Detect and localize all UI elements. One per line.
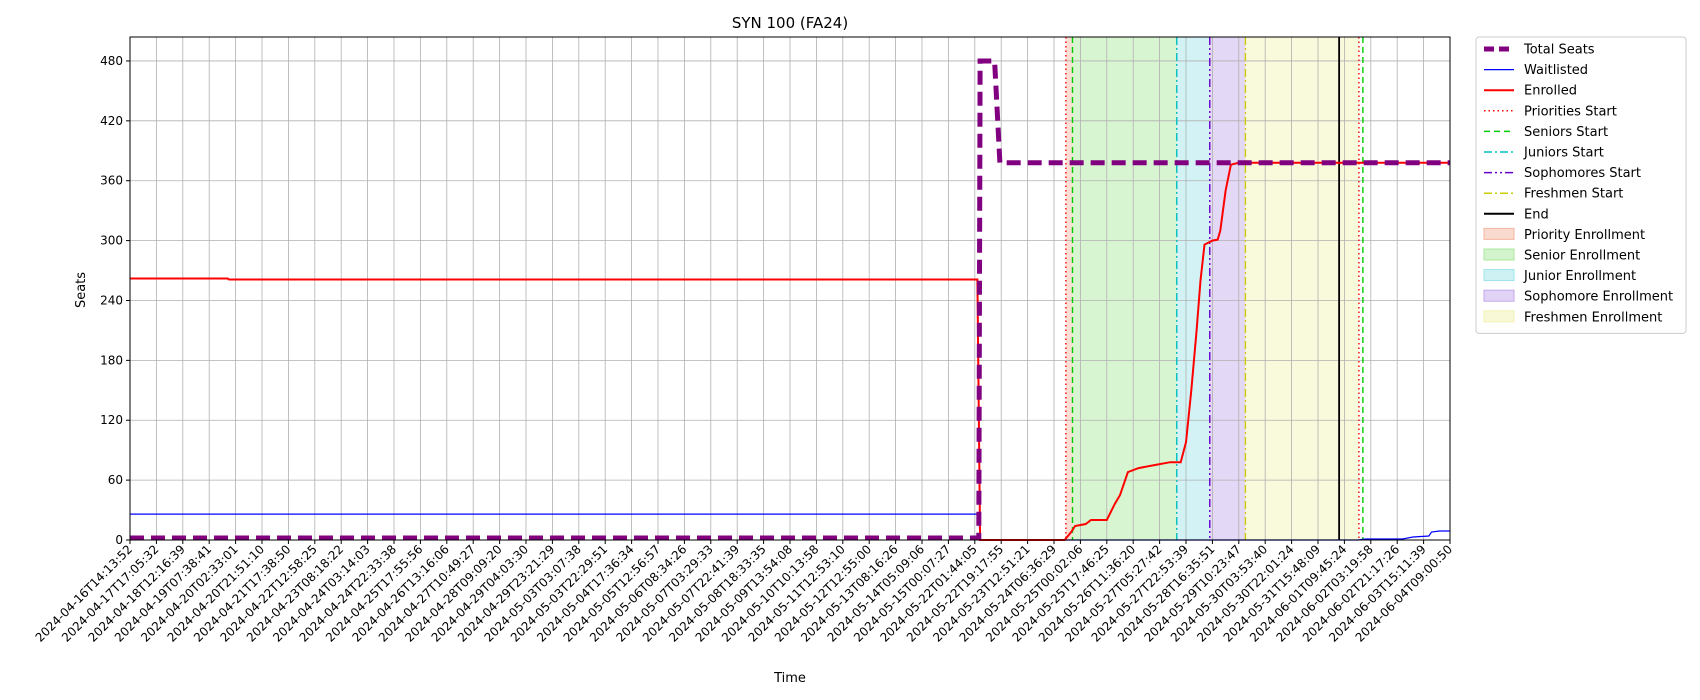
y-tick-label-3: 180 xyxy=(100,353,123,367)
legend-label-2: Enrolled xyxy=(1524,84,1577,99)
legend-swatch-13 xyxy=(1483,310,1515,323)
vertical-markers xyxy=(1065,37,1364,540)
x-axis: 2024-04-16T14:13:522024-04-17T17:05:3220… xyxy=(33,540,1455,645)
legend-swatch-11 xyxy=(1483,269,1515,282)
legend-box xyxy=(1475,36,1687,334)
legend-label-0: Total Seats xyxy=(1523,43,1595,58)
legend-label-1: Waitlisted xyxy=(1524,63,1588,78)
y-tick-label-0: 0 xyxy=(115,533,123,547)
legend-label-4: Seniors Start xyxy=(1524,125,1608,140)
y-axis-label: Seats xyxy=(74,272,89,308)
legend: Total Seats Waitlisted Enrolled Priorities … xyxy=(1475,36,1687,334)
legend-swatch-9 xyxy=(1483,227,1515,240)
legend-label-11: Junior Enrollment xyxy=(1523,269,1636,284)
legend-label-13: Freshmen Enrollment xyxy=(1524,310,1662,325)
y-tick-label-4: 240 xyxy=(100,293,123,307)
legend-label-10: Senior Enrollment xyxy=(1524,249,1640,264)
y-axis: 0 60 120 180 240 300 360 420 480 xyxy=(100,54,130,547)
y-tick-label-7: 420 xyxy=(100,114,123,128)
y-tick-label-2: 120 xyxy=(100,413,123,427)
y-tick-label-8: 480 xyxy=(100,54,123,68)
span-2 xyxy=(1176,37,1210,540)
span-3 xyxy=(1209,37,1246,540)
legend-label-12: Sophomore Enrollment xyxy=(1524,290,1673,305)
legend-swatch-10 xyxy=(1483,248,1515,261)
legend-label-8: End xyxy=(1524,207,1549,222)
y-tick-label-5: 300 xyxy=(100,234,123,248)
series-total-seats xyxy=(130,58,1450,541)
x-axis-label: Time xyxy=(773,671,806,686)
legend-label-3: Priorities Start xyxy=(1524,104,1617,119)
legend-label-9: Priority Enrollment xyxy=(1524,228,1645,243)
legend-label-7: Freshmen Start xyxy=(1524,187,1623,202)
y-tick-label-1: 60 xyxy=(108,473,123,487)
plot-area xyxy=(129,36,1451,541)
span-0 xyxy=(1065,37,1073,540)
y-tick-label-6: 360 xyxy=(100,174,123,188)
span-4 xyxy=(1245,37,1359,540)
legend-label-5: Juniors Start xyxy=(1523,146,1604,161)
legend-swatch-12 xyxy=(1483,289,1515,302)
chart-title: SYN 100 (FA24) xyxy=(732,14,848,32)
legend-label-6: Sophomores Start xyxy=(1524,166,1641,181)
